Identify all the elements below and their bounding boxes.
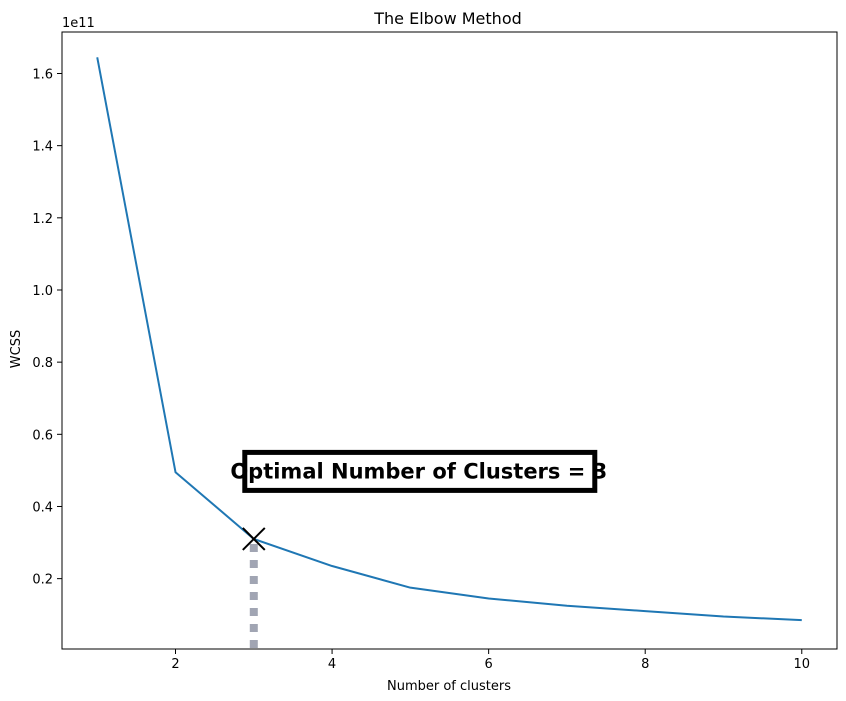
x-tick-label: 10 <box>793 657 810 672</box>
x-tick-label: 6 <box>485 657 493 672</box>
y-tick-label: 0.8 <box>32 356 53 371</box>
x-tick-label: 4 <box>328 657 336 672</box>
x-axis: 2 4 6 8 10 <box>171 649 810 672</box>
y-tick-label: 1.4 <box>32 140 53 155</box>
x-axis-label: Number of clusters <box>387 679 511 694</box>
y-tick-label: 1.0 <box>32 284 53 299</box>
y-tick-label: 0.2 <box>32 573 53 588</box>
y-offset-label: 1e11 <box>62 16 95 31</box>
y-axis: 0.2 0.4 0.6 0.8 1.0 1.2 1.4 1.6 <box>32 67 62 588</box>
y-tick-label: 1.6 <box>32 67 53 82</box>
chart-title: The Elbow Method <box>373 9 522 28</box>
y-tick-label: 0.4 <box>32 500 53 515</box>
series-layer <box>96 57 802 622</box>
annotation-layer: Optimal Number of Clusters = 3 <box>230 449 607 493</box>
x-tick-label: 2 <box>171 657 179 672</box>
y-axis-label: WCSS <box>9 330 24 368</box>
x-mark-icon <box>242 527 266 551</box>
x-tick-label: 8 <box>641 657 649 672</box>
y-tick-label: 0.6 <box>32 428 53 443</box>
annotation-text: Optimal Number of Clusters = 3 <box>230 459 607 483</box>
plot-area <box>62 32 837 649</box>
marker-layer <box>242 527 266 551</box>
plot-background <box>62 32 837 649</box>
annotation-box <box>242 449 598 493</box>
series-line <box>96 57 802 622</box>
plot-frame <box>61 31 838 650</box>
y-tick-label: 1.2 <box>32 212 53 227</box>
